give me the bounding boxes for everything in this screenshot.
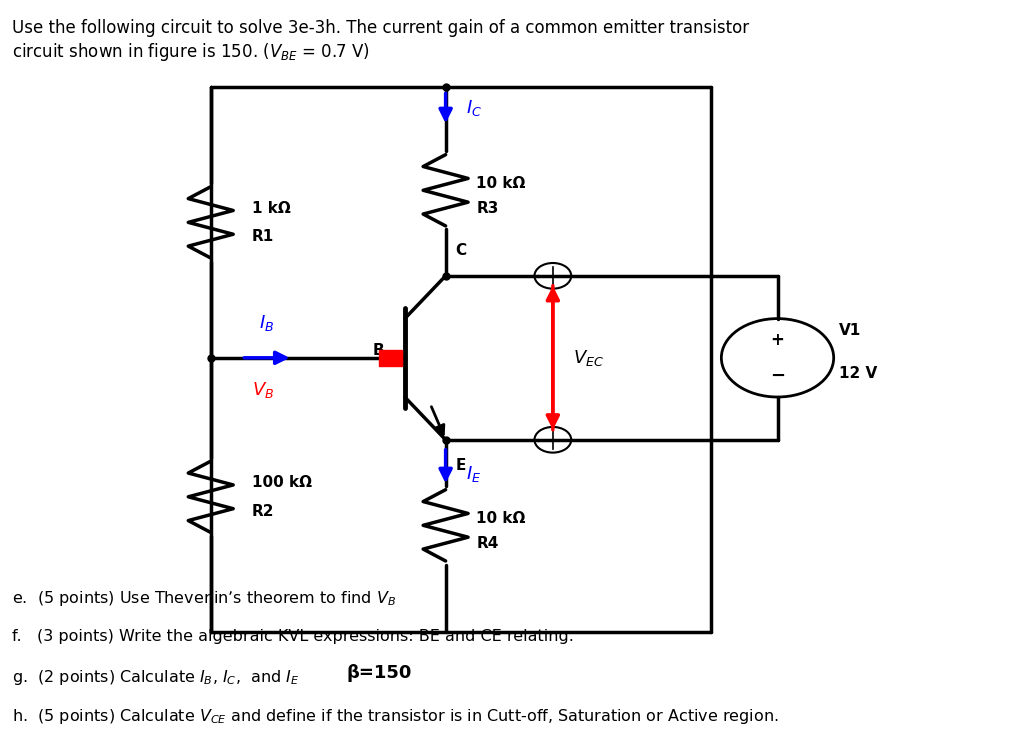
Text: h.  (5 points) Calculate $V_{CE}$ and define if the transistor is in Cutt-off, S: h. (5 points) Calculate $V_{CE}$ and def… [11,707,778,726]
Text: $I_C$: $I_C$ [466,98,482,118]
Text: g.  (2 points) Calculate $I_B$, $I_C$,  and $I_E$: g. (2 points) Calculate $I_B$, $I_C$, an… [11,668,299,687]
Text: E: E [456,458,466,472]
Text: e.  (5 points) Use Thevenin’s theorem to find $V_B$: e. (5 points) Use Thevenin’s theorem to … [11,590,395,609]
Text: $I_E$: $I_E$ [466,464,481,483]
Text: R1: R1 [252,229,273,244]
Text: B: B [373,343,384,358]
Text: circuit shown in figure is 150. ($V_{BE}$ = 0.7 V): circuit shown in figure is 150. ($V_{BE}… [11,41,370,63]
Text: V1: V1 [839,323,861,338]
Text: $V_{EC}$: $V_{EC}$ [573,348,604,368]
Text: 1 kΩ: 1 kΩ [252,200,291,216]
Text: R2: R2 [252,504,274,518]
Text: $I_B$: $I_B$ [259,313,274,333]
Text: 10 kΩ: 10 kΩ [476,176,525,191]
Text: −: − [770,367,785,384]
Text: f.   (3 points) Write the algebraic KVL expressions: BE and CE relating.: f. (3 points) Write the algebraic KVL ex… [11,628,573,644]
Text: R3: R3 [476,200,499,216]
Text: C: C [456,243,467,258]
Text: R4: R4 [476,536,499,550]
Bar [379,350,401,366]
Text: $V_B$: $V_B$ [252,380,273,400]
Text: Use the following circuit to solve 3e-3h. The current gain of a common emitter t: Use the following circuit to solve 3e-3h… [11,19,749,37]
Text: +: + [771,331,784,349]
Text: 10 kΩ: 10 kΩ [476,511,525,526]
Text: 12 V: 12 V [839,366,877,381]
Text: β=150: β=150 [346,664,412,682]
Text: 100 kΩ: 100 kΩ [252,475,311,490]
